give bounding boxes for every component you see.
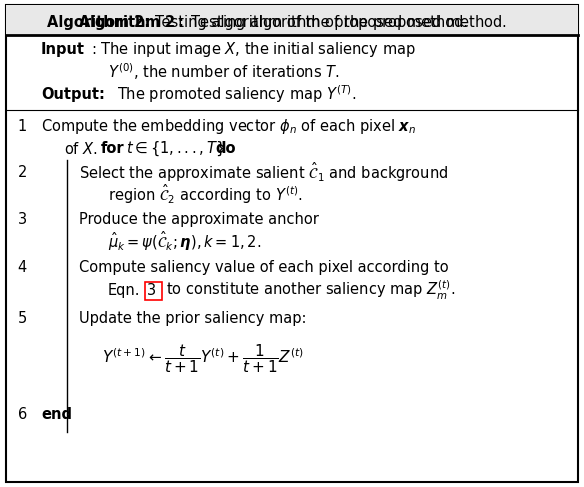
Text: Produce the approximate anchor: Produce the approximate anchor — [79, 212, 319, 226]
Text: Compute saliency value of each pixel according to: Compute saliency value of each pixel acc… — [79, 261, 449, 275]
Text: 1: 1 — [18, 119, 27, 134]
Text: Output:: Output: — [41, 87, 105, 102]
Text: $Y^{(0)}$, the number of iterations $T$.: $Y^{(0)}$, the number of iterations $T$. — [108, 62, 340, 82]
Text: region $\hat{\mathcal{C}}_2$ according to $Y^{(t)}$.: region $\hat{\mathcal{C}}_2$ according t… — [108, 184, 303, 206]
Text: 5: 5 — [18, 312, 27, 326]
Text: The promoted saliency map $Y^{(T)}$.: The promoted saliency map $Y^{(T)}$. — [117, 84, 356, 105]
Text: of $X$.: of $X$. — [64, 141, 100, 156]
Text: $\mathbf{Algorithm\ 2:}$ Testing algorithm of the proposed method.: $\mathbf{Algorithm\ 2:}$ Testing algorit… — [78, 13, 506, 32]
Bar — [6, 5, 578, 35]
Text: : The input image $X$, the initial saliency map: : The input image $X$, the initial salie… — [91, 40, 415, 59]
Text: Algorithm 2:: Algorithm 2: — [47, 15, 150, 30]
Text: 3: 3 — [147, 283, 157, 298]
Text: Eqn.: Eqn. — [108, 283, 141, 298]
Text: end: end — [41, 408, 72, 422]
Text: Testing algorithm of the proposed method.: Testing algorithm of the proposed method… — [155, 15, 468, 30]
Bar — [145, 282, 162, 300]
Text: for: for — [100, 141, 124, 156]
Text: Update the prior saliency map:: Update the prior saliency map: — [79, 312, 307, 326]
Text: $\hat{\mu}_k = \psi(\hat{\mathcal{C}}_k; \boldsymbol{\eta}), k=1,2.$: $\hat{\mu}_k = \psi(\hat{\mathcal{C}}_k;… — [108, 231, 261, 253]
Text: 4: 4 — [18, 261, 27, 275]
Text: Input: Input — [41, 42, 85, 57]
Text: do: do — [215, 141, 235, 156]
Text: 3: 3 — [18, 212, 27, 226]
Text: $Y^{(t+1)} \leftarrow \dfrac{t}{t+1}Y^{(t)} + \dfrac{1}{t+1}Z^{(t)}$: $Y^{(t+1)} \leftarrow \dfrac{t}{t+1}Y^{(… — [102, 342, 304, 375]
Text: 2: 2 — [18, 166, 27, 180]
Text: $t \in \{1,...,T\}$: $t \in \{1,...,T\}$ — [126, 139, 224, 158]
Text: to constitute another saliency map $Z_m^{(t)}$.: to constitute another saliency map $Z_m^… — [166, 279, 456, 302]
Text: Select the approximate salient $\hat{\mathcal{C}}_1$ and background: Select the approximate salient $\hat{\ma… — [79, 162, 448, 184]
Text: Compute the embedding vector $\phi_n$ of each pixel $\boldsymbol{x}_n$: Compute the embedding vector $\phi_n$ of… — [41, 117, 416, 136]
Text: 6: 6 — [18, 408, 27, 422]
